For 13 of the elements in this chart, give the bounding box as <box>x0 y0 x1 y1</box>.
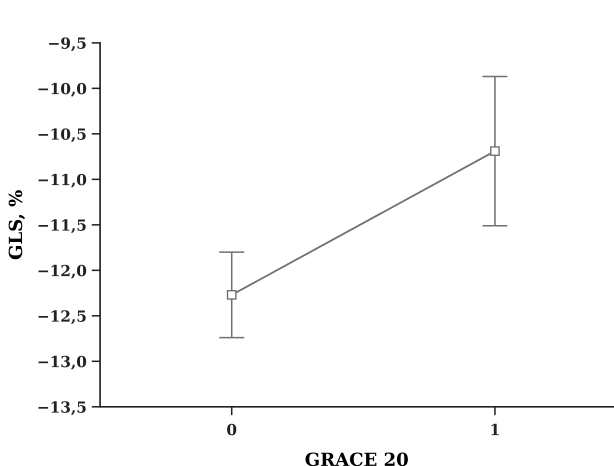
y-tick-label: −11,0 <box>38 174 86 188</box>
y-tick-label: −13,5 <box>38 401 86 416</box>
y-tick-label: −12,0 <box>38 264 86 279</box>
x-axis-title: GRACE 20 <box>306 452 408 466</box>
y-tick-label: −11,5 <box>38 219 86 234</box>
y-axis-title: GLS, % <box>8 190 25 260</box>
y-tick-label: −9,5 <box>49 37 86 52</box>
x-tick-label: 1 <box>491 424 499 436</box>
y-tick-label: −10,0 <box>38 82 86 97</box>
y-tick-label: −10,5 <box>38 128 86 142</box>
x-tick-label: 0 <box>227 424 236 436</box>
y-tick-label: −12,5 <box>38 310 86 324</box>
y-tick-label: −13,0 <box>38 356 86 370</box>
